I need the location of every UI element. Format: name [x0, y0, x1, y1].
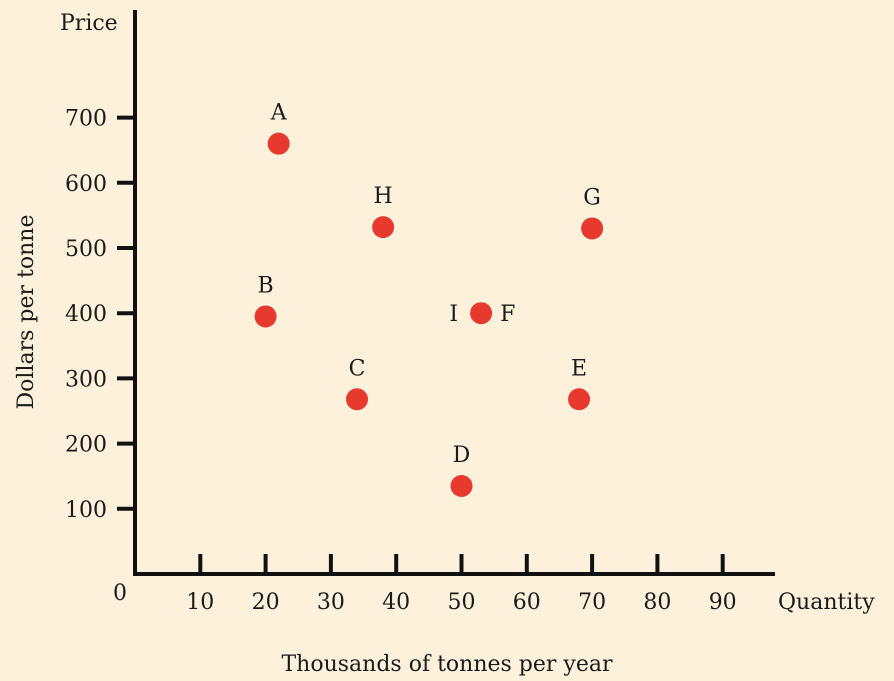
y-tick-label: 600: [65, 172, 107, 197]
ticks: 100 200 300 400 500 600 700 10 20 30 40 50 60 70 80 90: [65, 107, 737, 615]
data-point-b: [254, 305, 277, 328]
point-label-i: I: [449, 302, 458, 327]
x-tick-label: 20: [252, 590, 280, 615]
x-tick-label: 30: [317, 590, 345, 615]
data-point-h: [372, 216, 395, 239]
y-tick-label: 200: [65, 433, 107, 458]
point-label-d: D: [453, 443, 471, 468]
x-tick-label: 40: [382, 590, 410, 615]
point-label-c: C: [349, 356, 366, 381]
data-point-c: [346, 388, 369, 411]
y-tick-label: 500: [65, 237, 107, 262]
data-point-g: [581, 217, 604, 240]
x-axis-label: Thousands of tonnes per year: [282, 652, 613, 677]
data-point-e: [568, 388, 591, 411]
y-tick-label: 400: [65, 302, 107, 327]
y-tick-label: 100: [65, 498, 107, 523]
y-axis-title: Price: [60, 11, 118, 36]
y-tick-label: 700: [65, 107, 107, 132]
axes: [133, 10, 775, 576]
data-points: A B C D E F G H I: [254, 101, 604, 497]
x-tick-label: 50: [448, 590, 476, 615]
data-point-a: [267, 132, 290, 155]
x-axis-title: Quantity: [778, 590, 875, 615]
data-point-f: [470, 302, 493, 325]
y-axis-label: Dollars per tonne: [14, 215, 39, 410]
point-label-b: B: [258, 273, 274, 298]
x-tick-label: 90: [709, 590, 737, 615]
point-label-e: E: [571, 356, 587, 381]
data-point-d: [450, 474, 473, 497]
point-label-a: A: [270, 101, 288, 126]
y-tick-label: 300: [65, 367, 107, 392]
point-label-h: H: [374, 184, 393, 209]
point-label-f: F: [500, 302, 515, 327]
x-tick-label: 60: [513, 590, 541, 615]
x-tick-label: 10: [186, 590, 214, 615]
x-tick-label: 80: [643, 590, 671, 615]
x-tick-label: 70: [578, 590, 606, 615]
point-label-g: G: [583, 185, 601, 210]
origin-label: 0: [113, 581, 127, 606]
